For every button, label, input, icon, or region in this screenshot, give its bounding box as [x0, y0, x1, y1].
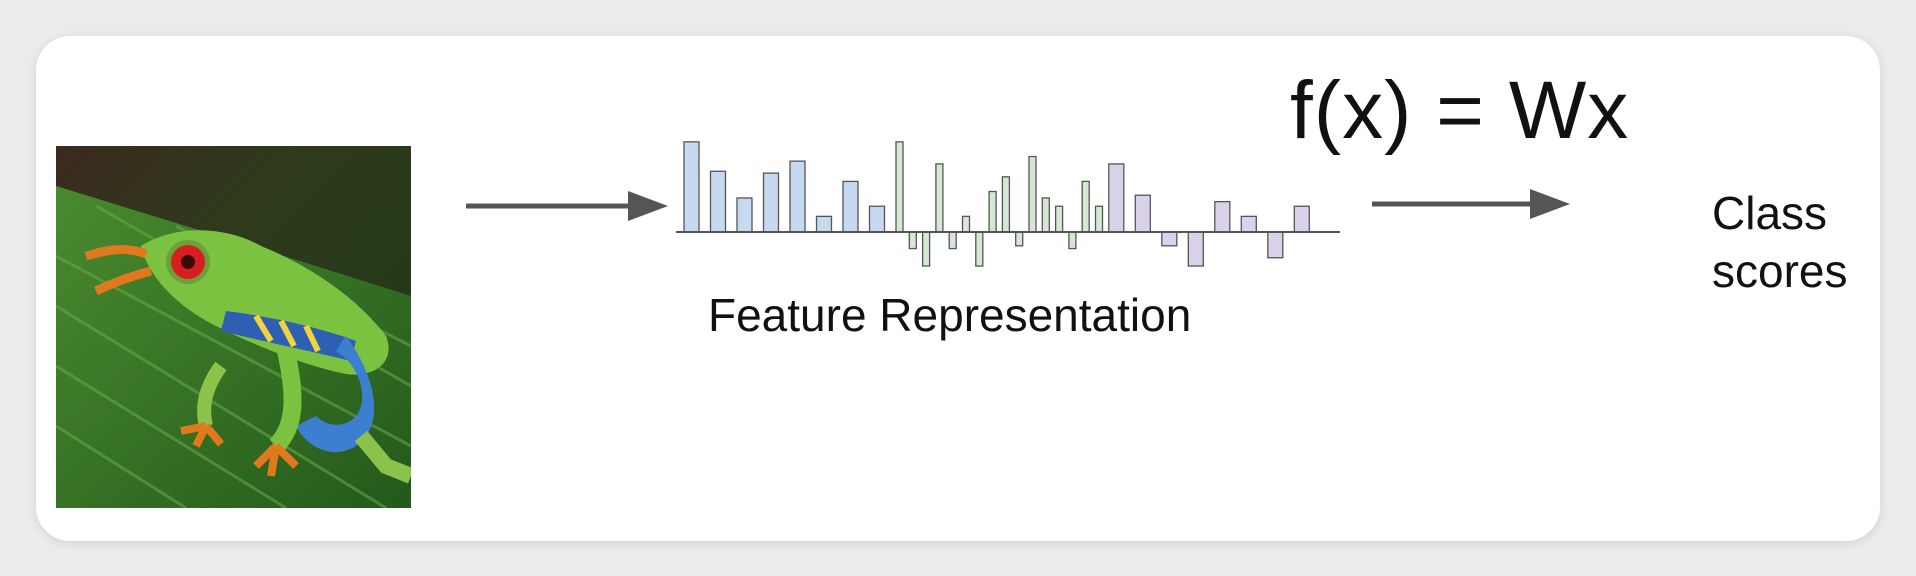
- feature-bar-purple: [1161, 231, 1178, 247]
- feature-bar-green: [921, 231, 931, 267]
- feature-bar-green: [1001, 176, 1011, 233]
- feature-bar-blue: [683, 141, 700, 233]
- feature-bar-green: [935, 163, 944, 233]
- feature-bar-blue: [789, 160, 806, 233]
- feature-bar-green: [1041, 197, 1050, 233]
- feature-bar-green: [895, 141, 904, 233]
- class-scores-line2: scores: [1712, 245, 1848, 297]
- feature-bar-green: [1054, 205, 1064, 233]
- feature-bar-green: [975, 231, 984, 267]
- feature-bar-green: [961, 215, 971, 233]
- feature-bar-purple: [1240, 215, 1257, 233]
- feature-bar-green: [1068, 231, 1077, 250]
- feature-bar-blue: [842, 180, 859, 233]
- feature-representation-label: Feature Representation: [708, 289, 1192, 341]
- class-scores-line1: Class: [1712, 187, 1828, 239]
- feature-bar-purple: [1267, 231, 1284, 259]
- feature-bar-blue: [736, 197, 753, 233]
- feature-bar-blue: [709, 170, 727, 233]
- feature-bar-green: [988, 190, 997, 233]
- arrow-to-class-scores: [1372, 189, 1570, 219]
- feature-bar-purple: [1134, 194, 1151, 233]
- feature-bar-green: [1015, 231, 1024, 247]
- feature-bar-green: [908, 231, 917, 250]
- formula: f(x) = Wx: [1290, 65, 1630, 156]
- input-image-frog: [56, 146, 411, 508]
- feature-bar-green: [1094, 205, 1104, 233]
- feature-bar-purple: [1293, 205, 1310, 233]
- feature-bar-purple: [1214, 200, 1231, 233]
- feature-bar-green: [948, 231, 957, 250]
- feature-bar-green: [1081, 180, 1090, 233]
- feature-bar-purple: [1108, 163, 1125, 233]
- feature-bar-purple: [1187, 231, 1204, 267]
- feature-bar-blue: [868, 205, 886, 233]
- feature-bar-blue: [815, 215, 833, 233]
- class-scores-label: Class scores: [1712, 184, 1862, 300]
- feature-bar-green: [1028, 155, 1037, 233]
- feature-bar-blue: [762, 172, 780, 233]
- arrow-to-features: [466, 191, 668, 221]
- feature-bars: [676, 141, 1340, 267]
